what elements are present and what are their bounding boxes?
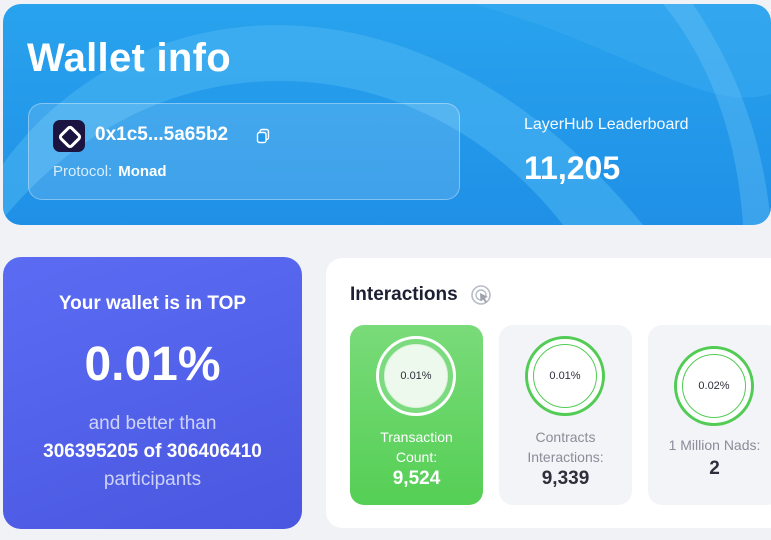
ring-percent: 0.01% [533,344,597,408]
participants-label: participants [103,469,202,490]
leaderboard-rank: 11,205 [524,150,621,186]
copy-icon[interactable] [255,128,271,144]
tile-label: Transaction Count: [380,429,453,465]
tile-value: 9,524 [392,468,441,489]
interactions-title: Interactions [350,284,458,305]
tile-label: 1 Million Nads: [668,437,761,453]
progress-ring: 0.01% [376,336,456,416]
tile-contracts-interactions[interactable]: 0.01% Contracts Interactions: 9,339 [499,325,632,505]
wallet-header: Wallet info 0x1c5...5a65b2 Protocol: Mona… [3,4,771,225]
tile-transaction-count[interactable]: 0.01% Transaction Count: 9,524 [350,325,483,505]
leaderboard-label: LayerHub Leaderboard [524,116,689,133]
ring-percent: 0.02% [682,354,746,418]
ring-percent: 0.01% [384,344,448,408]
tile-value: 2 [709,458,720,479]
tile-value: 9,339 [541,468,590,489]
protocol-value: Monad [118,163,167,180]
interactions-card: Interactions 0.01% Transaction Count: 9,… [326,258,771,528]
monad-logo-icon [53,120,85,152]
wallet-address: 0x1c5...5a65b2 [95,124,229,145]
top-rank-card: Your wallet is in TOP 0.01% and better t… [3,257,302,529]
better-than-label: and better than [88,413,217,434]
tile-label: Contracts Interactions: [527,429,604,465]
page-title: Wallet info [27,36,232,80]
header-decoration [3,4,771,225]
cursor-click-icon [471,285,491,305]
progress-ring: 0.02% [674,346,754,426]
address-card: 0x1c5...5a65b2 Protocol: Monad [28,103,460,200]
participants-count: 306395205 of 306406410 [43,441,262,462]
top-heading: Your wallet is in TOP [58,293,247,314]
tile-million-nads[interactable]: 0.02% 1 Million Nads: 2 [648,325,771,505]
progress-ring: 0.01% [525,336,605,416]
protocol-row: Protocol: Monad [53,163,167,180]
protocol-label: Protocol: [53,163,113,180]
top-percent: 0.01% [84,338,221,391]
